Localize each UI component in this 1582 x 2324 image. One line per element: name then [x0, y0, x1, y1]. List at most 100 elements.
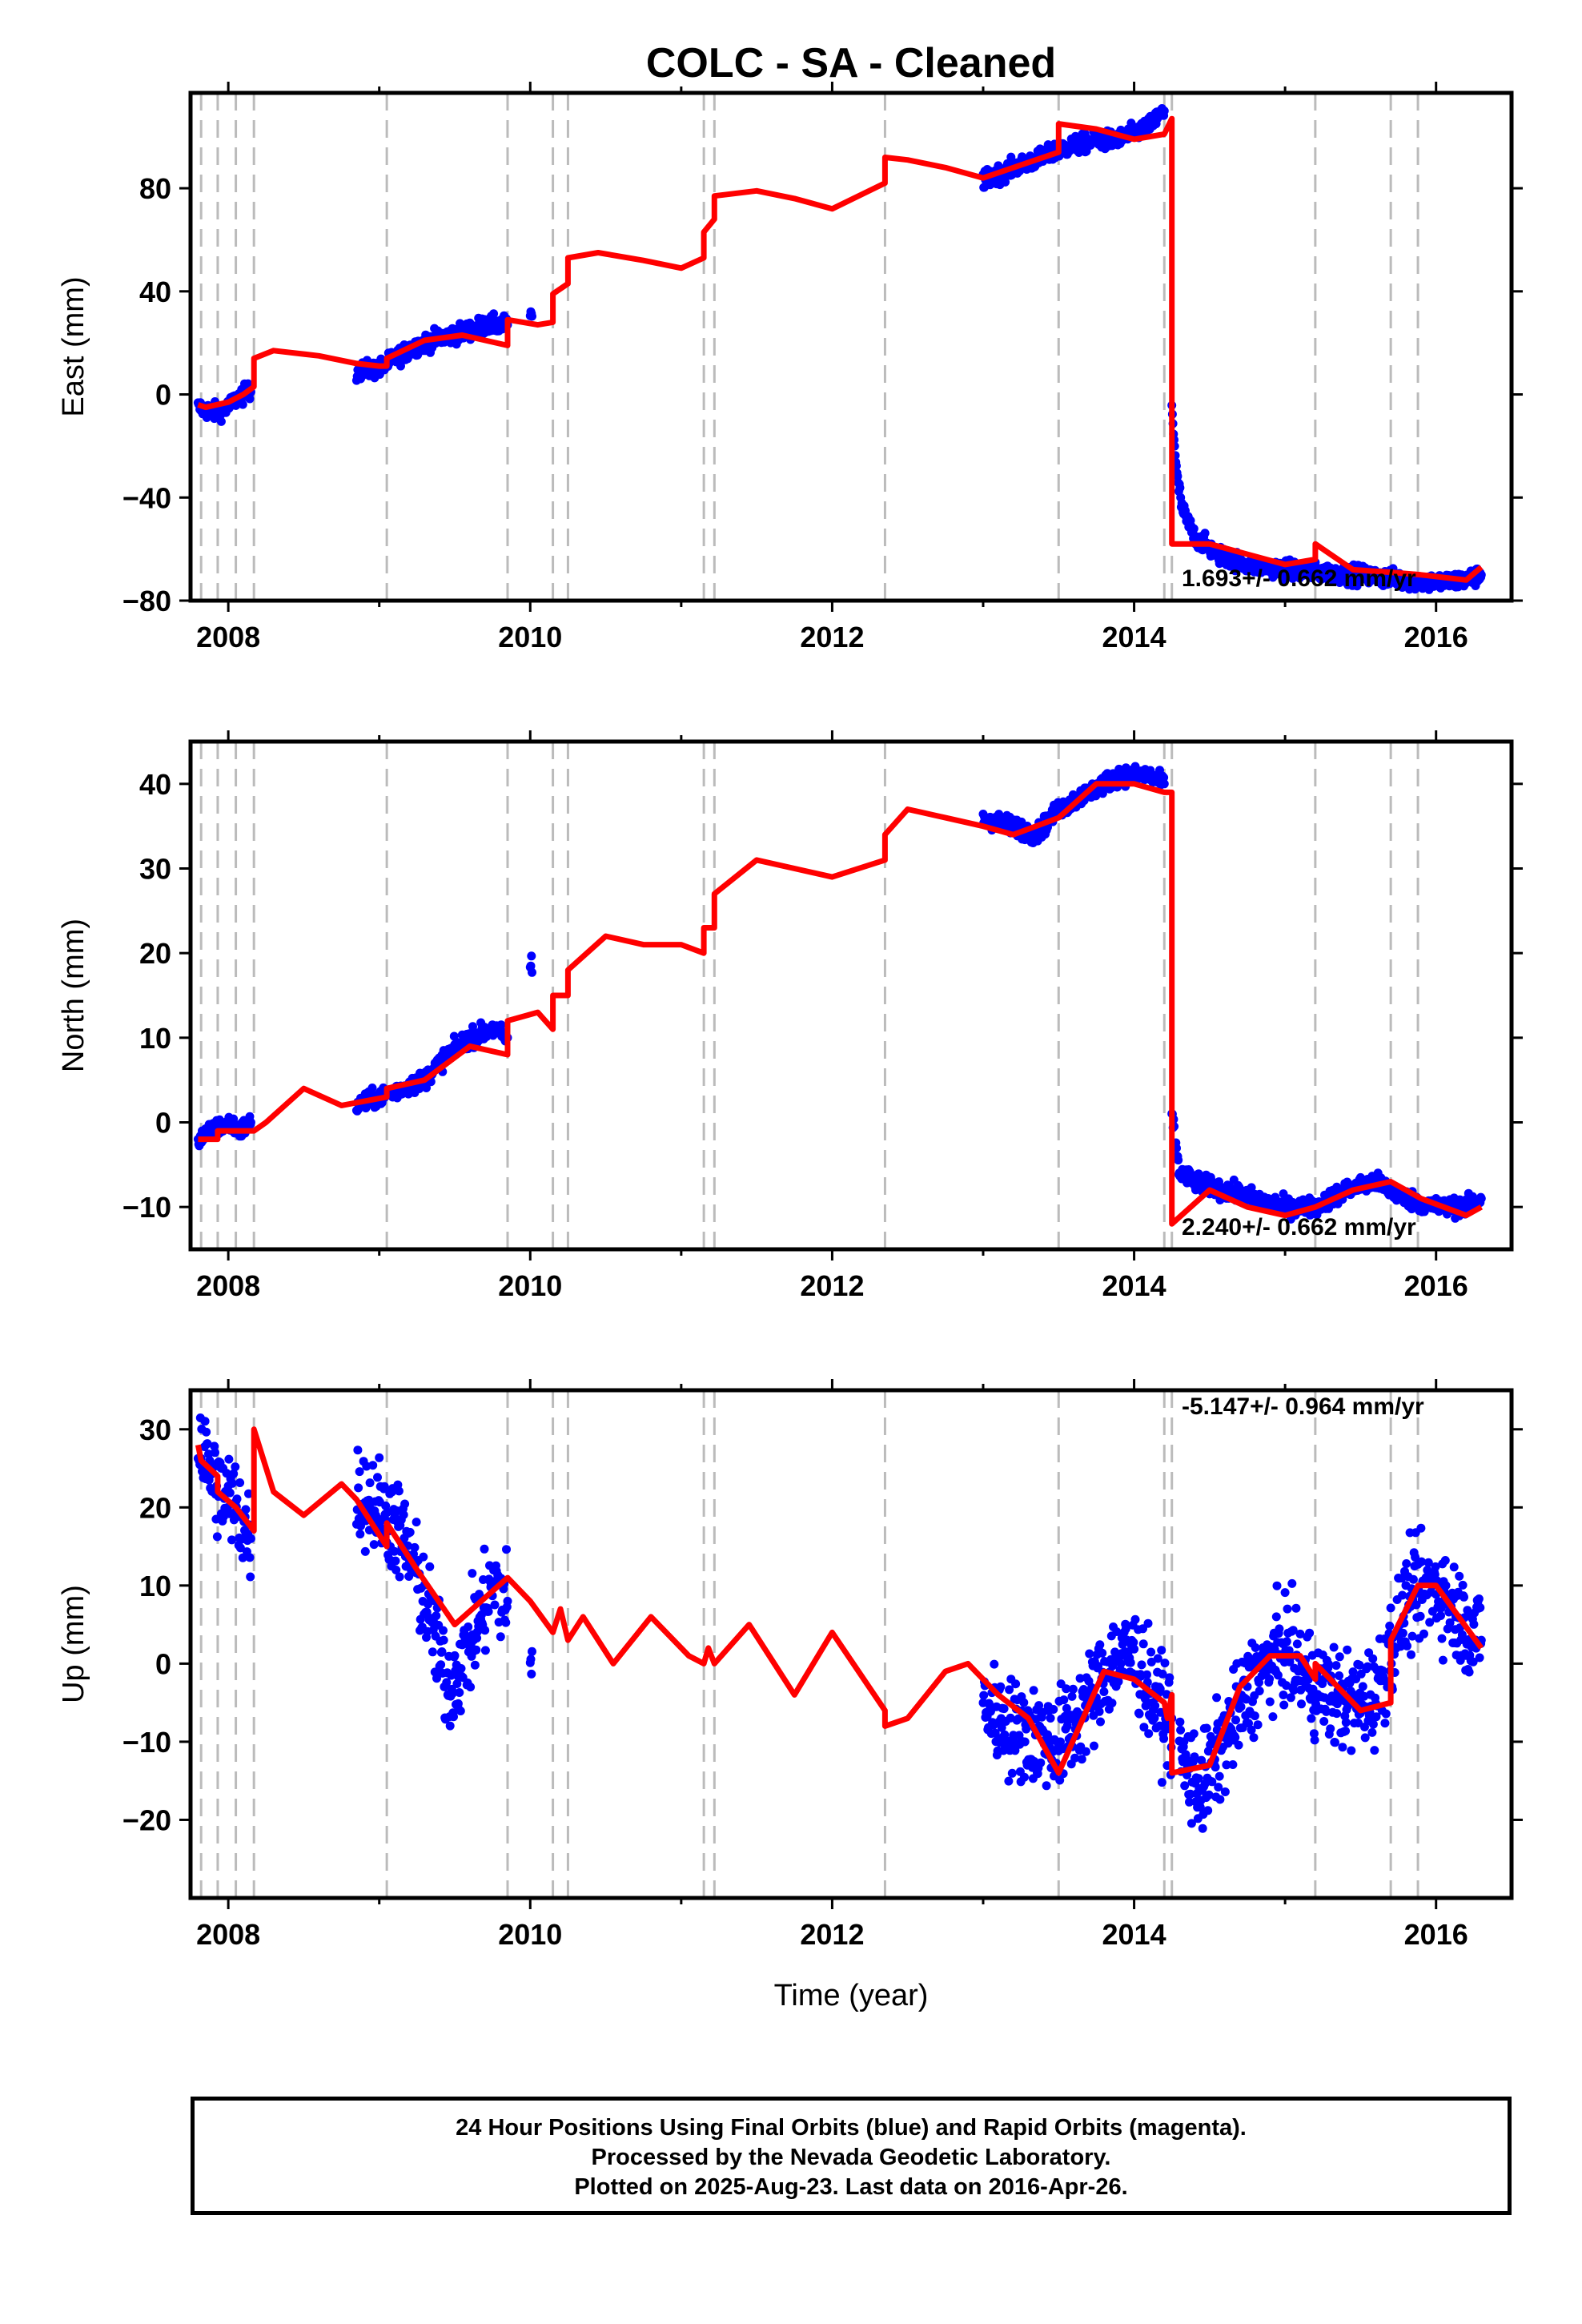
data-point	[425, 1562, 435, 1571]
data-point	[395, 1572, 404, 1582]
data-point	[1098, 1648, 1107, 1658]
data-point	[1380, 1719, 1390, 1728]
data-point	[422, 1607, 432, 1617]
data-point	[1279, 1691, 1288, 1699]
data-point	[1236, 1702, 1246, 1711]
x-tick-label: 2012	[800, 1918, 864, 1951]
data-point	[1381, 1709, 1391, 1719]
data-point	[1215, 1795, 1225, 1804]
data-point	[1273, 1671, 1283, 1680]
data-point	[1415, 1611, 1425, 1621]
data-point	[405, 1527, 415, 1537]
data-point	[1423, 1558, 1433, 1567]
data-point	[232, 1494, 242, 1504]
data-point	[1407, 1650, 1415, 1659]
data-point	[1271, 1612, 1281, 1622]
data-point	[1173, 472, 1182, 481]
data-point	[501, 1618, 511, 1627]
data-point	[1355, 1660, 1364, 1670]
data-point	[1408, 1574, 1418, 1584]
data-point	[1146, 1647, 1156, 1657]
data-point	[1001, 177, 1010, 187]
data-point	[490, 1600, 500, 1610]
data-point	[391, 1566, 401, 1574]
x-tick-label: 2008	[196, 621, 260, 653]
panel-plot-area	[193, 93, 1486, 601]
x-tick-label: 2016	[1404, 1918, 1468, 1951]
y-tick-label: 30	[139, 1413, 171, 1446]
footer-line-1: 24 Hour Positions Using Final Orbits (bl…	[456, 2115, 1247, 2141]
y-tick-label: −80	[122, 585, 171, 617]
data-point	[449, 1712, 458, 1722]
y-axis-label: East (mm)	[57, 276, 90, 416]
data-point	[1143, 1618, 1153, 1628]
data-point	[1275, 1624, 1284, 1634]
data-point	[1474, 1594, 1484, 1603]
data-point	[472, 1645, 481, 1655]
data-point	[1363, 1662, 1372, 1671]
data-point	[1095, 1640, 1105, 1650]
data-point	[528, 312, 536, 321]
data-point	[1441, 1581, 1451, 1590]
panel-frame	[188, 90, 1514, 603]
data-point	[484, 1606, 493, 1616]
data-point	[227, 1478, 237, 1488]
data-point	[1250, 1711, 1259, 1721]
data-point	[1438, 1655, 1447, 1665]
data-point	[412, 1518, 421, 1527]
data-point	[1329, 1642, 1339, 1652]
data-point	[1207, 1777, 1217, 1787]
data-point	[1449, 1562, 1459, 1572]
data-point	[1326, 1724, 1335, 1734]
y-tick-label: 0	[155, 1647, 171, 1680]
data-point	[496, 1020, 506, 1030]
panel-plot-area	[193, 1390, 1486, 1898]
data-point	[1385, 1621, 1395, 1630]
x-tick-label: 2010	[498, 1918, 562, 1951]
y-tick-label: 0	[155, 1107, 171, 1140]
data-point	[246, 1118, 255, 1127]
data-point	[450, 1651, 460, 1660]
data-point	[1335, 1652, 1344, 1662]
y-tick-label: −20	[122, 1803, 171, 1836]
data-point	[211, 1448, 219, 1458]
data-point	[1059, 1695, 1069, 1705]
y-tick-label: −40	[122, 481, 171, 514]
data-point	[1335, 1671, 1344, 1680]
data-point	[1042, 1781, 1051, 1791]
data-point	[1445, 1618, 1455, 1627]
data-point	[390, 1546, 400, 1556]
data-point	[1157, 1646, 1166, 1655]
data-point	[373, 1473, 382, 1482]
x-tick-label: 2016	[1404, 621, 1468, 653]
y-tick-label: 80	[139, 172, 171, 205]
data-point	[394, 1486, 404, 1496]
data-point	[1130, 1614, 1140, 1624]
data-point	[1159, 1734, 1169, 1743]
data-point	[437, 1647, 447, 1656]
data-point	[1112, 1627, 1122, 1636]
data-point	[1360, 1733, 1370, 1743]
data-point	[1195, 1803, 1205, 1812]
y-tick-label: 0	[155, 379, 171, 412]
figure-title: COLC - SA - Cleaned	[646, 40, 1056, 86]
data-point	[419, 1552, 428, 1562]
data-point	[1155, 1684, 1165, 1694]
data-point	[1292, 1639, 1302, 1649]
data-point	[439, 1635, 448, 1645]
data-point	[1279, 1700, 1289, 1710]
data-point	[1228, 1760, 1238, 1769]
data-point	[1062, 1721, 1072, 1731]
data-point	[1020, 1772, 1029, 1782]
data-point	[1185, 1797, 1194, 1807]
data-point	[1309, 1729, 1319, 1739]
data-point	[1341, 1718, 1351, 1727]
data-point	[1272, 1581, 1282, 1590]
data-point	[369, 1540, 379, 1550]
data-point	[202, 1427, 211, 1437]
data-point	[1202, 1723, 1211, 1733]
data-point	[1029, 1686, 1038, 1695]
data-point	[1138, 1639, 1148, 1649]
data-point	[1307, 1714, 1316, 1723]
data-point	[1268, 1712, 1278, 1722]
